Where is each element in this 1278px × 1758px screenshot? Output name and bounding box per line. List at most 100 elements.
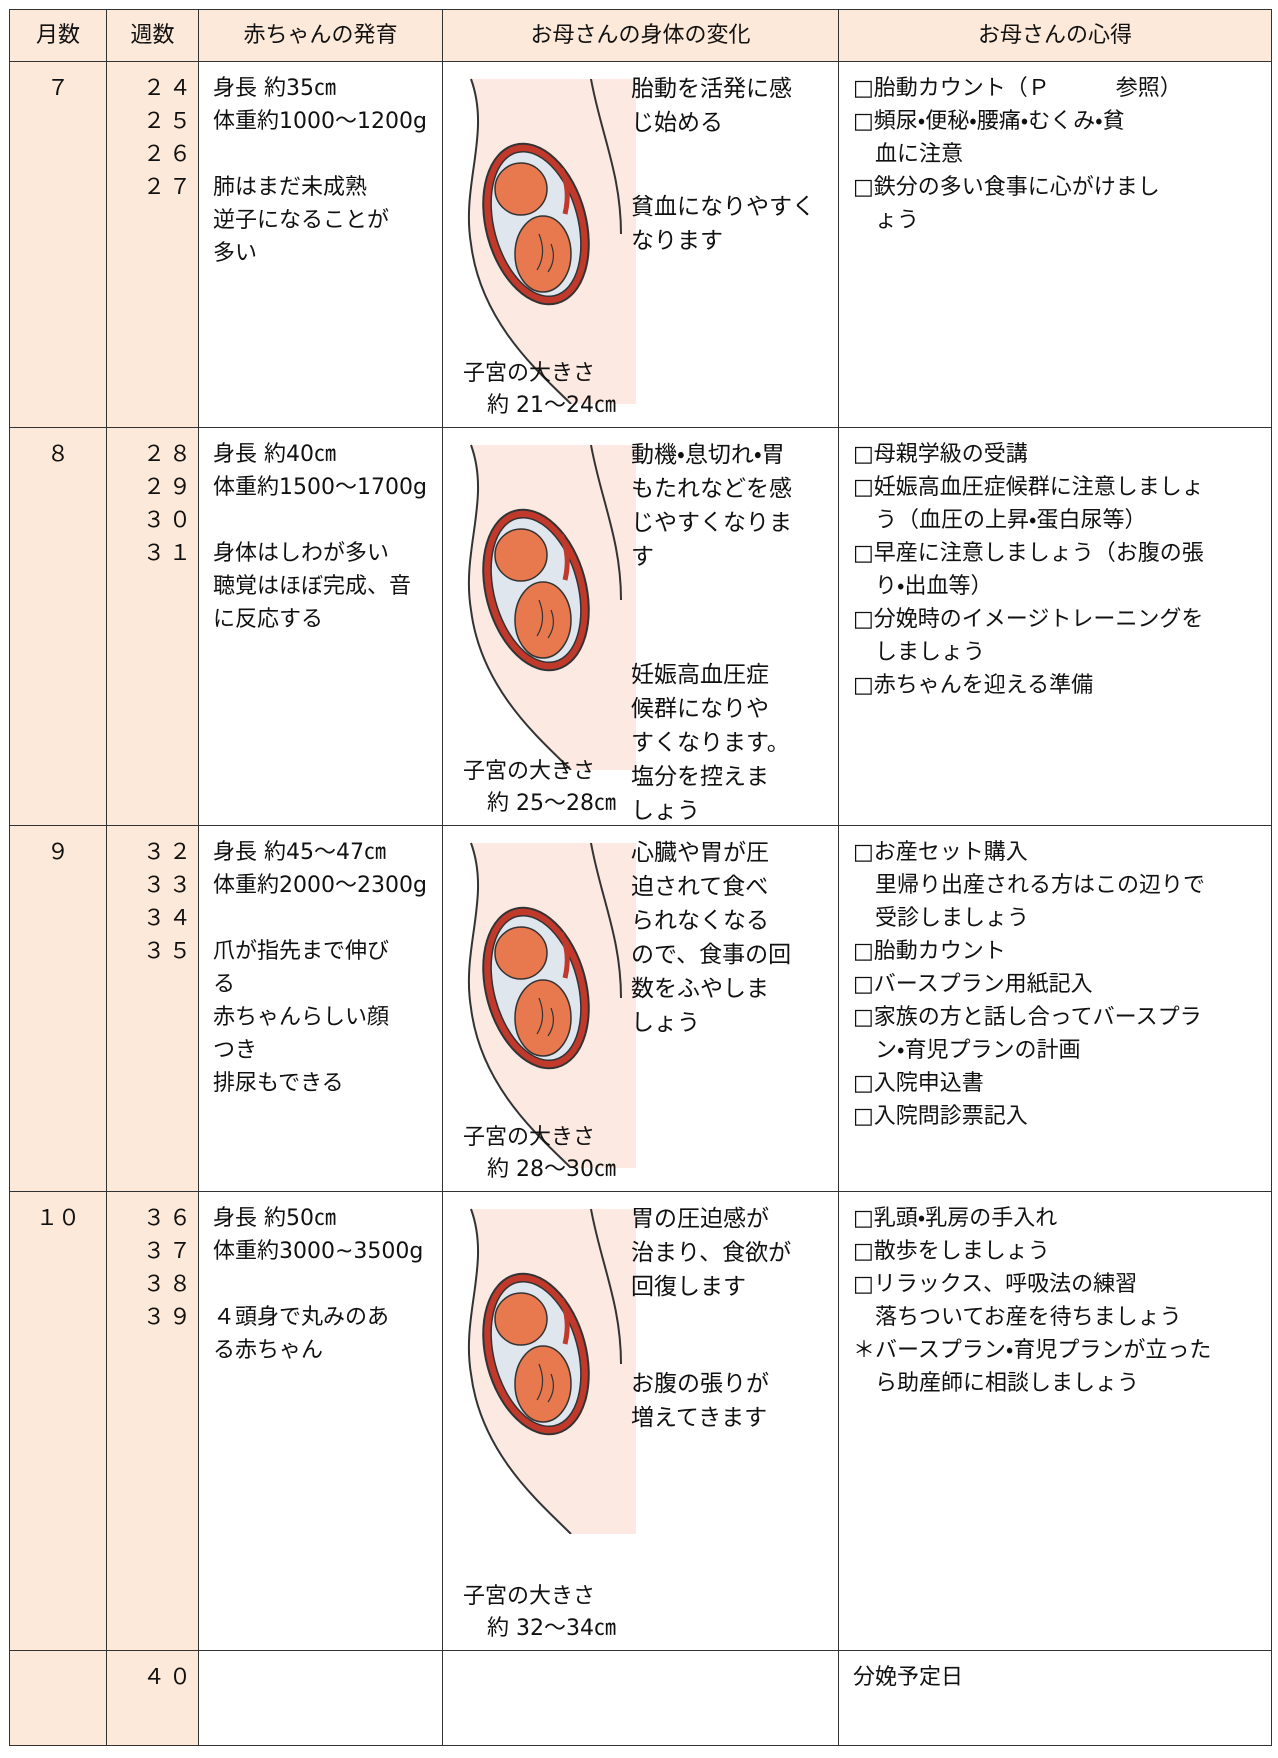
mother-note: 胃の圧迫感が 治まり、食欲が 回復します <box>631 1202 831 1304</box>
baby-line: 身長 約45〜47㎝ <box>213 840 386 865</box>
baby-cell: 身長 約50㎝ 体重約3000~3500g ４頭身で丸みのあ る赤ちゃん <box>198 1191 443 1651</box>
note-line: 塩分を控えま <box>631 764 769 790</box>
week: ３６ <box>143 1206 196 1231</box>
advice-line: り・出血等） <box>853 574 993 599</box>
baby-line: つき <box>213 1038 258 1063</box>
note-line: 候群になりや <box>631 696 769 722</box>
month-cell: ９ <box>9 825 107 1192</box>
header-row: 月数 週数 赤ちゃんの発育 お母さんの身体の変化 お母さんの心得 <box>9 9 1272 62</box>
note-line: 治まり、食欲が <box>631 1240 792 1266</box>
mother-box: 胃の圧迫感が 治まり、食欲が 回復します お腹の張りが 増えてきます 子宮の大きさ約 32… <box>443 1192 838 1649</box>
advice-cell: □母親学級の受講 □妊娠高血圧症候群に注意しましょ う（血圧の上昇・蛋白尿等） □早… <box>838 427 1272 826</box>
weeks-cell: ３２ ３３ ３４ ３５ <box>106 825 199 1192</box>
advice-cell: □お産セット購入 里帰り出産される方はこの辺りで 受診しましょう □胎動カウント □… <box>838 825 1272 1192</box>
advice-line: 分娩予定日 <box>853 1665 964 1690</box>
baby-line: 聴覚はほぼ完成、音 <box>213 574 412 599</box>
note-line: 増えてきます <box>631 1405 768 1431</box>
baby-line: 肺はまだ未成熟 <box>213 175 368 200</box>
advice-line: ＊バースプラン・育児プランが立った <box>853 1338 1212 1363</box>
baby-line: 爪が指先まで伸び <box>213 939 390 964</box>
weeks-cell: ２８ ２９ ３０ ３１ <box>106 427 199 826</box>
advice-line: 血に注意 <box>853 142 964 167</box>
note-line: 心臓や胃が圧 <box>631 840 769 866</box>
header-cell: 赤ちゃんの発育 <box>198 9 443 62</box>
month-cell: １０ <box>9 1191 107 1651</box>
header-cell: お母さんの身体の変化 <box>442 9 839 62</box>
baby-cell <box>198 1650 443 1746</box>
baby-line: 身長 約50㎝ <box>213 1206 336 1231</box>
advice-line: ょう <box>853 208 920 233</box>
advice-line: □母親学級の受講 <box>853 442 1028 467</box>
note-line: 迫されて食べ <box>631 874 769 900</box>
size-line: 約 25〜28㎝ <box>487 791 616 816</box>
mother-note: 心臓や胃が圧 迫されて食べ られなくなる ので、食事の回 数をふやしま しょう <box>631 836 831 1040</box>
table-row: ９ ３２ ３３ ３４ ３５ 身長 約45〜47㎝ 体重約2000〜2300g 爪が指先まで伸び… <box>9 825 1272 1192</box>
note-line: 妊娠高血圧症 <box>631 662 769 688</box>
mother-box: 動機・息切れ・胃 もたれなどを感 じやすくなります妊娠高血圧症 候群になりや すくなりま… <box>443 428 838 824</box>
advice-line: □散歩をしましょう <box>853 1239 1050 1264</box>
mother-note: 貧血になりやすく なります <box>631 190 831 258</box>
baby-line: 体重約1000〜1200g <box>213 109 427 134</box>
note-line: 回復します <box>631 1274 746 1300</box>
baby-line: ４頭身で丸みのあ <box>213 1305 390 1330</box>
note-line: じ始める <box>631 110 723 136</box>
table-row: ７ ２４ ２５ ２６ ２７ 身長 約35㎝ 体重約1000〜1200g 肺はまだ未成熟 逆子にな… <box>9 61 1272 428</box>
note-line: しょう <box>631 798 700 824</box>
baby-cell: 身長 約45〜47㎝ 体重約2000〜2300g 爪が指先まで伸びる赤ちゃんらしい顔… <box>198 825 443 1192</box>
week: ３３ <box>143 873 196 898</box>
week: ３９ <box>143 1305 196 1330</box>
week: ３７ <box>143 1239 196 1264</box>
note-line: ので、食事の回 <box>631 942 792 968</box>
note-line: 胃の圧迫感が <box>631 1206 769 1232</box>
baby-line: 身長 約40㎝ <box>213 442 336 467</box>
mother-note: 胎動を活発に感 じ始める <box>631 72 831 140</box>
week: ２７ <box>143 175 196 200</box>
note-line: 動機・息切れ・胃 <box>631 442 785 468</box>
advice-line: 里帰り出産される方はこの辺りで <box>853 873 1206 898</box>
mother-note: 動機・息切れ・胃 もたれなどを感 じやすくなります <box>631 438 831 574</box>
mother-note: お腹の張りが 増えてきます <box>631 1367 831 1435</box>
baby-line: 体重約3000~3500g <box>213 1239 424 1264</box>
uterus-illustration <box>467 78 636 404</box>
advice-line: □家族の方と話し合ってバースプラ <box>853 1005 1202 1030</box>
week: ３５ <box>143 939 196 964</box>
weeks-cell: ４０ <box>106 1650 199 1746</box>
size-line: 約 32〜34㎝ <box>487 1616 616 1641</box>
baby-paragraph: 身体はしわが多い 聴覚はほぼ完成、音 に反応する <box>213 537 434 636</box>
advice-line: □お産セット購入 <box>853 840 1028 865</box>
week: ２４ <box>143 76 196 101</box>
baby-paragraph: 爪が指先まで伸びる赤ちゃんらしい顔 つき 排尿もできる <box>213 935 434 1100</box>
advice-line: □胎動カウント <box>853 939 1006 964</box>
baby-line: 排尿もできる <box>213 1071 344 1096</box>
advice-line: ン・育児プランの計画 <box>853 1038 1081 1063</box>
advice-line: しましょう <box>853 640 986 665</box>
baby-line: 身長 約35㎝ <box>213 76 336 101</box>
size-line: 子宮の大きさ <box>463 759 596 784</box>
note-line: す <box>631 544 654 570</box>
advice-line: 受診しましょう <box>853 906 1030 931</box>
week: ３１ <box>143 541 196 566</box>
week: ３０ <box>143 508 196 533</box>
mother-box: 胎動を活発に感 じ始める 貧血になりやすく なります 子宮の大きさ約 21〜24㎝ <box>443 62 838 426</box>
baby-paragraph: 肺はまだ未成熟 逆子になることが 多い <box>213 171 434 270</box>
week: ４０ <box>143 1665 196 1690</box>
advice-line: □早産に注意しましょう（お腹の張 <box>853 541 1204 566</box>
mother-cell: 動機・息切れ・胃 もたれなどを感 じやすくなります妊娠高血圧症 候群になりや すくなりま… <box>442 427 839 826</box>
advice-cell: □胎動カウント（Ｐ 参照） □頻尿・便秘・腰痛・むくみ・貧 血に注意 □鉄分の多い食… <box>838 61 1272 428</box>
week: ２９ <box>143 475 196 500</box>
baby-line: 体重約1500〜1700g <box>213 475 427 500</box>
advice-cell: 分娩予定日 <box>838 1650 1272 1746</box>
size-line: 約 28〜30㎝ <box>487 1157 616 1182</box>
baby-line: 逆子になることが <box>213 208 390 233</box>
week: ２６ <box>143 142 196 167</box>
mother-cell <box>442 1650 839 1746</box>
table-row: ４０ 分娩予定日 <box>9 1650 1272 1746</box>
mother-box: 心臓や胃が圧 迫されて食べ られなくなる ので、食事の回 数をふやしま しょう 子宮の大きさ… <box>443 826 838 1190</box>
note-line: 胎動を活発に感 <box>631 76 792 102</box>
table-row: １０ ３６ ３７ ３８ ３９ 身長 約50㎝ 体重約3000~3500g ４頭身で丸みのあ る赤… <box>9 1191 1272 1651</box>
mother-note: 妊娠高血圧症 候群になりや すくなります。 塩分を控えま しょう <box>631 658 831 824</box>
week: ２８ <box>143 442 196 467</box>
month-cell: ７ <box>9 61 107 428</box>
